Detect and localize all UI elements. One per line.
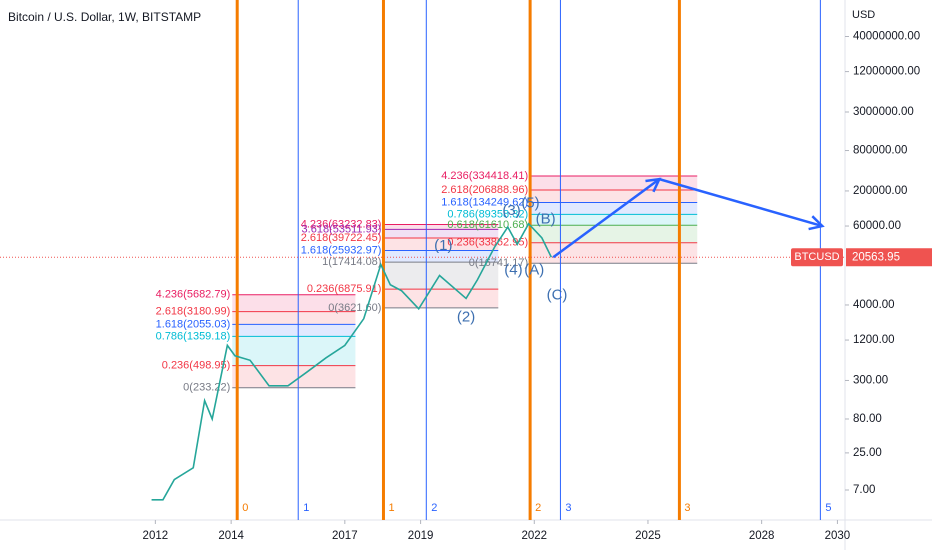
wave-label: (2) <box>457 308 475 325</box>
wave-label: (A) <box>524 262 544 279</box>
x-tick-label: 2019 <box>408 530 434 542</box>
cycle-label: 3 <box>565 502 571 514</box>
wave-label: (3) <box>502 202 520 219</box>
fib-label: 0.618(61610.68) <box>447 219 528 231</box>
y-tick-label: 200000.00 <box>853 185 907 197</box>
plot-area: 4.236(5682.79) 2.618(3180.99)1.618(2055.0… <box>0 0 845 520</box>
last-price-value: 20563.95 <box>852 251 900 263</box>
y-tick-label: 3000000.00 <box>853 106 914 118</box>
fib-band <box>232 365 356 388</box>
fib-band <box>383 224 499 230</box>
x-tick-label: 2030 <box>825 530 851 542</box>
y-tick-label: 1200.00 <box>853 334 895 346</box>
fib-label: 0.236(33862.95) <box>447 237 528 249</box>
fib-band <box>530 242 698 264</box>
arrow-head <box>808 215 825 231</box>
fib-label: 2.618(3180.99) <box>156 306 231 318</box>
fib-label: 0.236(498.95) <box>162 360 231 372</box>
fib-band <box>232 294 356 312</box>
y-tick-label: 4000.00 <box>853 299 895 311</box>
fib-label: 1(17414.08) <box>322 256 381 268</box>
fib-label: 0(3621.60) <box>328 302 381 314</box>
fib-band <box>530 189 698 203</box>
fib-label: 1.618(134249.62) <box>441 196 528 208</box>
fib-label: 0(16741.17) <box>469 257 528 269</box>
y-tick-label: 60000.00 <box>853 220 901 232</box>
fib-label: 1.618(25932.97) <box>301 244 382 256</box>
fib-label: 4.236(334418.41) <box>441 170 528 182</box>
fib-band <box>530 214 698 226</box>
fib-label: 0.786(1359.18) <box>156 330 231 342</box>
x-tick-label: 2028 <box>749 530 775 542</box>
price-line <box>151 222 553 501</box>
fib-band <box>383 250 499 263</box>
fib-label: 3.618(53511.93) <box>302 223 382 235</box>
fib-label: 1.618(2055.03) <box>156 318 231 330</box>
y-tick-label: 80.00 <box>853 413 882 425</box>
y-tick-label: 12000000.00 <box>853 66 920 78</box>
y-axis-label: USD <box>852 9 875 21</box>
wave-label: (C) <box>547 287 568 304</box>
y-tick-label: 40000000.00 <box>853 31 920 43</box>
fib-band <box>383 229 499 239</box>
wave-label: (B) <box>536 210 556 227</box>
cycle-label: 2 <box>535 502 541 514</box>
fib-label: 4.236(63232.83) <box>301 218 382 230</box>
last-price-name: BTCUSD <box>794 251 839 263</box>
fib-label: 0.786(89358.32) <box>447 208 528 220</box>
x-tick-label: 2014 <box>218 530 244 542</box>
chart-title: Bitcoin / U.S. Dollar, 1W, BITSTAMP <box>8 10 201 24</box>
x-tick-label: 2022 <box>521 530 547 542</box>
fib-label: 2.618(206888.96) <box>441 184 528 196</box>
cycle-label: 5 <box>825 502 831 514</box>
cycle-label: 1 <box>303 502 309 514</box>
cycle-label: 2 <box>431 502 437 514</box>
x-tick-label: 2017 <box>332 530 358 542</box>
last-price-badge <box>846 248 932 267</box>
x-tick-label: 2025 <box>635 530 661 542</box>
wave-label: (5) <box>521 194 539 211</box>
y-tick-label: 7.00 <box>853 484 875 496</box>
cycle-label: 0 <box>242 502 248 514</box>
fib-band <box>530 225 698 243</box>
last-price-badge-name <box>791 248 843 267</box>
fib-label: 0(233.22) <box>183 382 230 394</box>
fib-band <box>232 311 356 325</box>
fib-label: 2.618(39722.45) <box>301 232 382 244</box>
wave-label: (4) <box>504 262 522 279</box>
y-tick-label: 800000.00 <box>853 145 907 157</box>
cycle-label: 3 <box>684 502 690 514</box>
y-tick-label: 25.00 <box>853 447 882 459</box>
fib-label: 4.236(5682.79) <box>156 289 231 301</box>
x-tick-label: 2012 <box>143 530 169 542</box>
fib-band <box>383 238 499 251</box>
wave-label: (1) <box>434 237 452 254</box>
fib-band <box>232 324 356 337</box>
fib-label: 0.236(6875.91) <box>307 283 382 295</box>
fib-band <box>530 202 698 215</box>
arrow-head <box>645 177 662 193</box>
fib-band <box>383 289 499 308</box>
cycle-label: 1 <box>388 502 394 514</box>
y-tick-label: 300.00 <box>853 374 888 386</box>
